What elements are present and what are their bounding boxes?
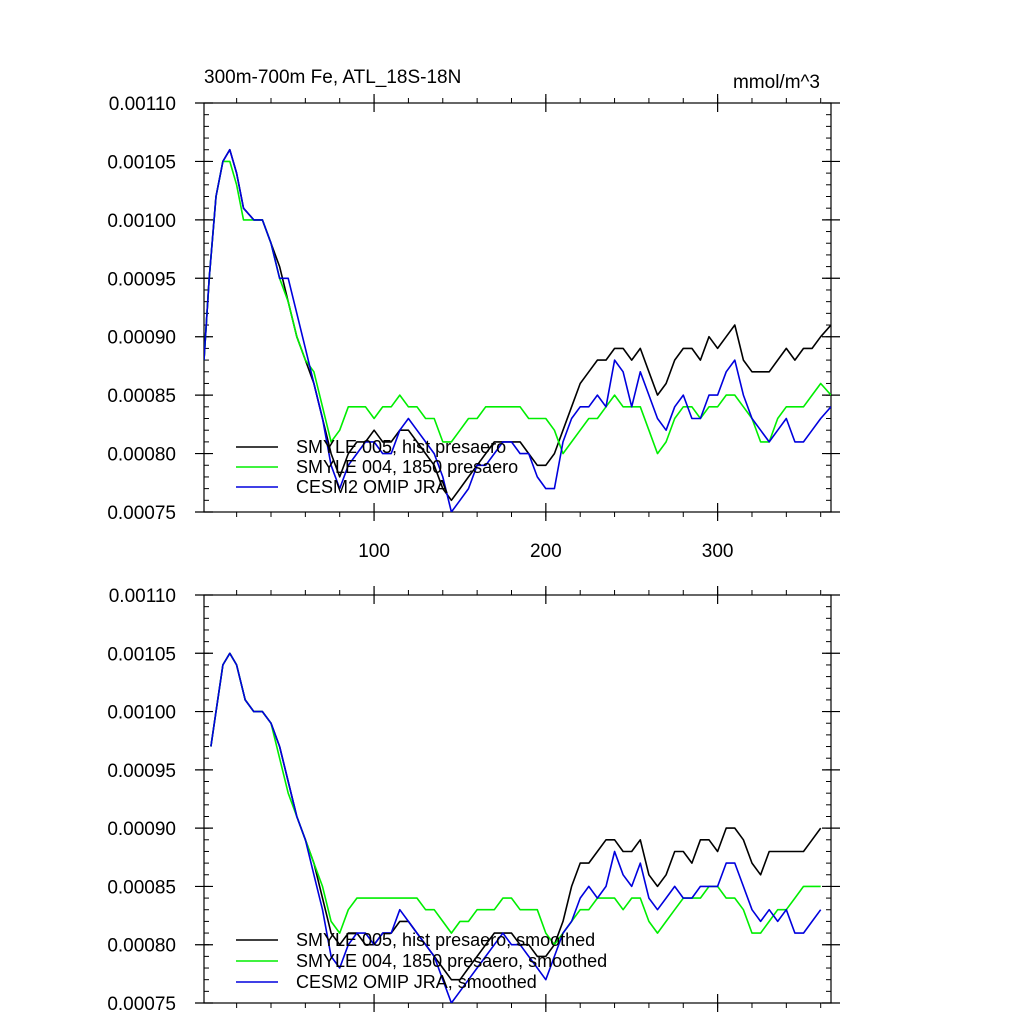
plot-frame bbox=[203, 102, 832, 513]
top-panel: 0.00075 0.00080 0.00085 0.00090 0.00095 0.001… bbox=[107, 94, 840, 562]
bottom-panel: 0.00075 0.00080 0.00085 0.00090 0.00095 0.001… bbox=[107, 586, 840, 1015]
series-line-omip bbox=[204, 148, 831, 512]
y-tick-label: 0.00085 bbox=[107, 386, 176, 407]
x-tick-label: 100 bbox=[358, 541, 390, 562]
series-line-omip bbox=[210, 652, 822, 1003]
y-tick-label: 0.00095 bbox=[107, 269, 176, 290]
y-tick-label: 0.00075 bbox=[107, 503, 176, 524]
y-tick-label: 0.00090 bbox=[107, 819, 176, 840]
y-tick-label: 0.00080 bbox=[107, 936, 176, 957]
legend-label: SMYLE 005, hist presaero, smoothed bbox=[296, 930, 595, 950]
x-tick-label: 200 bbox=[530, 541, 562, 562]
y-tick-label: 0.00085 bbox=[107, 877, 176, 898]
legend-label: CESM2 OMIP JRA bbox=[296, 477, 448, 497]
y-tick-label: 0.00100 bbox=[107, 211, 176, 232]
y-tick-label: 0.00105 bbox=[107, 644, 176, 665]
y-tick-label: 0.00095 bbox=[107, 761, 176, 782]
units-label: mmol/m^3 bbox=[733, 72, 820, 93]
legend-label: SMYLE 004, 1850 presaero, smoothed bbox=[296, 951, 607, 971]
legend-label: SMYLE 005, hist presaero bbox=[296, 437, 506, 457]
y-tick-label: 0.00110 bbox=[109, 586, 176, 607]
y-tick-label: 0.00110 bbox=[109, 94, 176, 115]
legend-label: CESM2 OMIP JRA, smoothed bbox=[296, 972, 537, 992]
series-line-pi1850 bbox=[210, 652, 821, 946]
y-tick-label: 0.00090 bbox=[107, 328, 176, 349]
series-line-pi1850 bbox=[204, 160, 831, 455]
y-tick-label: 0.00075 bbox=[107, 994, 176, 1015]
y-tick-label: 0.00080 bbox=[107, 445, 176, 466]
plot-frame bbox=[203, 594, 832, 1004]
y-tick-label: 0.00105 bbox=[107, 152, 176, 173]
legend-label: SMYLE 004, 1850 presaero bbox=[296, 457, 518, 477]
chart-title: 300m-700m Fe, ATL_18S-18N bbox=[204, 67, 461, 88]
x-tick-label: 300 bbox=[702, 541, 734, 562]
y-tick-label: 0.00100 bbox=[107, 703, 176, 724]
